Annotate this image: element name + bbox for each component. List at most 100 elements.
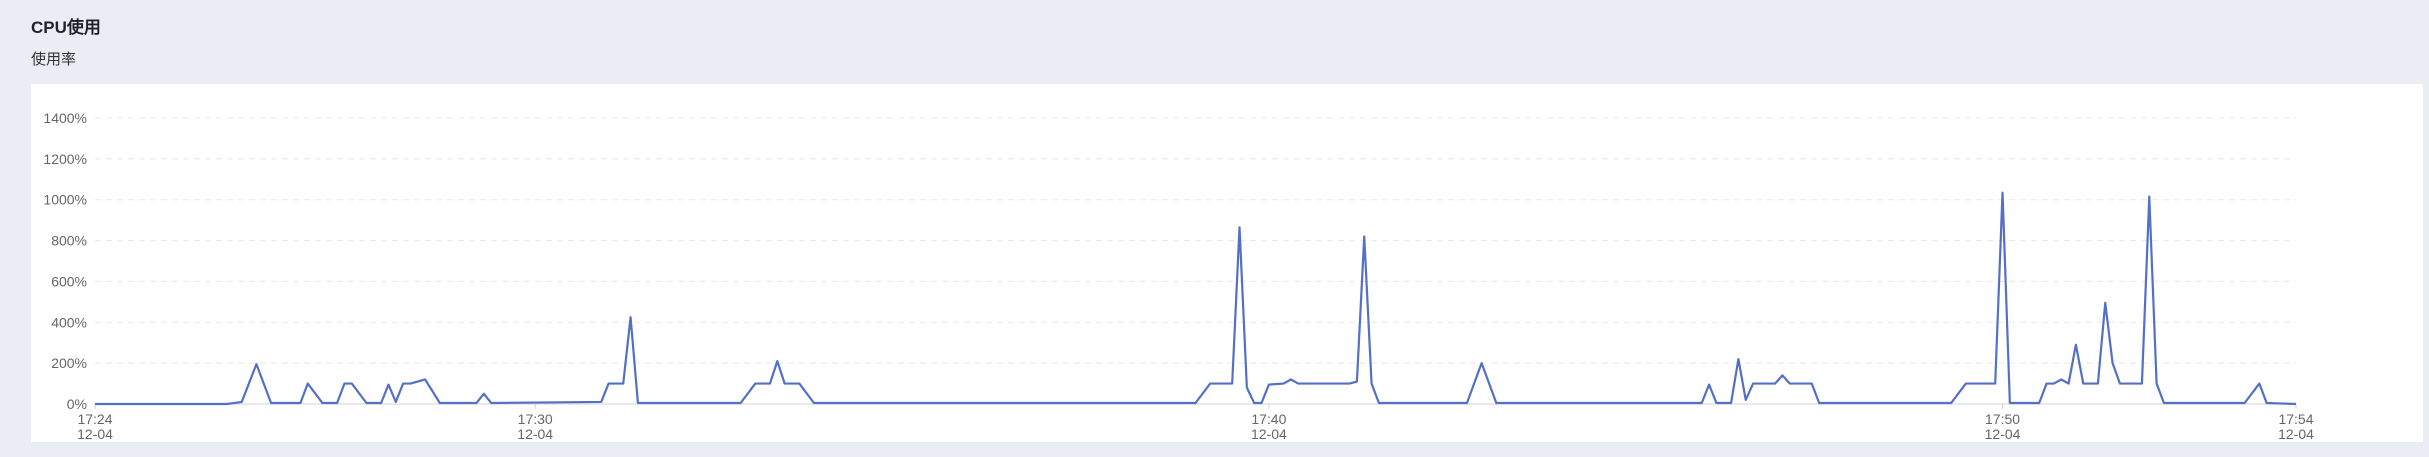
data-point[interactable] — [598, 399, 604, 405]
data-point[interactable] — [1259, 400, 1265, 406]
data-point[interactable] — [385, 382, 391, 388]
data-point[interactable] — [341, 381, 347, 387]
data-point[interactable] — [635, 400, 641, 406]
data-point[interactable] — [796, 381, 802, 387]
data-point[interactable] — [253, 361, 259, 367]
data-point[interactable] — [1193, 400, 1199, 406]
data-point[interactable] — [2242, 400, 2248, 406]
data-point[interactable] — [2161, 400, 2167, 406]
data-point[interactable] — [2264, 400, 2270, 406]
data-point[interactable] — [782, 381, 788, 387]
data-point[interactable] — [2051, 381, 2057, 387]
data-point[interactable] — [767, 381, 773, 387]
data-point[interactable] — [1369, 381, 1375, 387]
data-point[interactable] — [1735, 356, 1741, 362]
data-point[interactable] — [1809, 381, 1815, 387]
data-point[interactable] — [1229, 381, 1235, 387]
data-point[interactable] — [606, 381, 612, 387]
data-point[interactable] — [2095, 381, 2101, 387]
data-point[interactable] — [400, 381, 406, 387]
data-point[interactable] — [1361, 233, 1367, 239]
data-point[interactable] — [2044, 381, 2050, 387]
data-point[interactable] — [437, 400, 443, 406]
data-point[interactable] — [1750, 381, 1756, 387]
x-tick-label-date: 12-04 — [1251, 426, 1287, 442]
data-point[interactable] — [1992, 381, 1998, 387]
x-tick-label-time: 17:50 — [1985, 411, 2020, 427]
data-point[interactable] — [628, 314, 634, 320]
data-point[interactable] — [620, 381, 626, 387]
y-tick-label: 1200% — [43, 151, 87, 167]
data-point[interactable] — [363, 400, 369, 406]
y-tick-label: 600% — [51, 273, 87, 289]
data-point[interactable] — [2066, 381, 2072, 387]
data-point[interactable] — [1772, 381, 1778, 387]
data-point[interactable] — [2080, 381, 2086, 387]
data-point[interactable] — [774, 358, 780, 364]
data-point[interactable] — [1347, 381, 1353, 387]
data-point[interactable] — [2139, 381, 2145, 387]
data-point[interactable] — [92, 401, 98, 407]
data-point[interactable] — [1713, 400, 1719, 406]
data-point[interactable] — [1207, 381, 1213, 387]
data-point[interactable] — [1963, 381, 1969, 387]
cpu-usage-line-chart: 0%200%400%600%800%1000%1200%1400%17:2412… — [43, 110, 2314, 442]
data-point[interactable] — [2293, 401, 2299, 407]
data-point[interactable] — [305, 381, 311, 387]
data-point[interactable] — [297, 400, 303, 406]
data-point[interactable] — [334, 400, 340, 406]
panel-title: CPU使用 — [31, 18, 101, 37]
data-point[interactable] — [1816, 400, 1822, 406]
data-point[interactable] — [407, 381, 413, 387]
data-point[interactable] — [2058, 376, 2064, 382]
data-point[interactable] — [2073, 342, 2079, 348]
data-point[interactable] — [319, 400, 325, 406]
data-point[interactable] — [1266, 382, 1272, 388]
data-point[interactable] — [2146, 194, 2152, 200]
data-point[interactable] — [2036, 400, 2042, 406]
data-point[interactable] — [1493, 400, 1499, 406]
data-point[interactable] — [1464, 400, 1470, 406]
data-point[interactable] — [422, 376, 428, 382]
data-point[interactable] — [1288, 376, 1294, 382]
data-point[interactable] — [2117, 381, 2123, 387]
data-point[interactable] — [2007, 400, 2013, 406]
data-point[interactable] — [1479, 360, 1485, 366]
data-point[interactable] — [1706, 382, 1712, 388]
cpu-usage-series-line — [95, 191, 2297, 406]
data-point[interactable] — [1281, 381, 1287, 387]
data-point[interactable] — [1244, 385, 1250, 391]
data-point[interactable] — [1376, 400, 1382, 406]
data-point[interactable] — [2154, 381, 2160, 387]
data-point[interactable] — [1699, 400, 1705, 406]
data-point[interactable] — [349, 381, 355, 387]
data-point[interactable] — [1310, 381, 1316, 387]
data-point[interactable] — [2102, 300, 2108, 306]
data-point[interactable] — [224, 401, 230, 407]
data-point[interactable] — [811, 400, 817, 406]
data-point[interactable] — [1237, 224, 1243, 230]
data-point[interactable] — [752, 381, 758, 387]
data-point[interactable] — [2110, 360, 2116, 366]
data-point[interactable] — [268, 400, 274, 406]
data-point[interactable] — [1354, 379, 1360, 385]
data-point[interactable] — [1787, 381, 1793, 387]
data-point[interactable] — [738, 400, 744, 406]
y-tick-label: 400% — [51, 314, 87, 330]
data-point[interactable] — [1728, 400, 1734, 406]
x-tick-label-date: 12-04 — [517, 426, 553, 442]
data-point[interactable] — [488, 400, 494, 406]
data-point[interactable] — [2256, 381, 2262, 387]
data-point[interactable] — [2000, 190, 2006, 196]
data-point[interactable] — [378, 400, 384, 406]
data-point[interactable] — [1743, 397, 1749, 403]
data-point[interactable] — [1251, 400, 1257, 406]
data-point[interactable] — [393, 399, 399, 405]
data-point[interactable] — [1295, 381, 1301, 387]
data-point[interactable] — [481, 391, 487, 397]
data-point[interactable] — [1779, 372, 1785, 378]
y-tick-label: 1400% — [43, 110, 87, 126]
data-point[interactable] — [474, 400, 480, 406]
data-point[interactable] — [1948, 400, 1954, 406]
data-point[interactable] — [239, 399, 245, 405]
